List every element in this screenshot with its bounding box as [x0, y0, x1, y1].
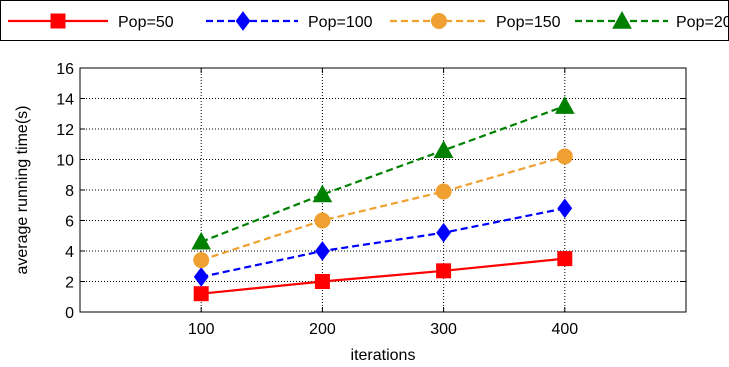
y-tick-label: 6: [65, 214, 74, 231]
y-tick-label: 2: [65, 275, 74, 292]
legend-marker: [235, 11, 251, 31]
y-tick-label: 12: [56, 122, 74, 139]
x-tick-label: 200: [309, 321, 336, 338]
legend-entry: Pop=50: [8, 13, 174, 31]
series-pop-50: [193, 251, 573, 302]
x-axis-label: iterations: [351, 347, 416, 364]
series-pop-150: [193, 148, 573, 269]
y-tick-label: 16: [56, 61, 74, 78]
y-axis-label: average running time(s): [14, 106, 31, 275]
y-tick-label: 14: [56, 92, 74, 109]
legend-box: [0, 0, 729, 41]
axis-ticks: 0 2 4 6 8 10 12 14 16 100 200 300 400: [56, 61, 686, 338]
y-tick-label: 10: [56, 153, 74, 170]
legend-entry: Pop=150: [390, 13, 561, 31]
data-point-marker: [312, 184, 333, 203]
data-point-marker: [557, 198, 573, 219]
data-point-marker: [314, 212, 331, 229]
data-point-marker: [556, 148, 573, 165]
series-group: [191, 96, 575, 302]
series-line: [200, 155, 566, 262]
y-tick-label: 0: [65, 305, 74, 322]
x-tick-label: 300: [430, 321, 457, 338]
series-line: [200, 105, 566, 243]
legend-label: Pop=100: [308, 14, 373, 31]
legend-marker: [50, 13, 66, 29]
data-point-marker: [193, 252, 210, 269]
legend-label: Pop=150: [496, 14, 561, 31]
series-line: [200, 207, 566, 279]
legend-entry: Pop=100: [206, 11, 373, 31]
data-point-marker: [436, 263, 452, 279]
data-point-marker: [314, 274, 330, 289]
x-tick-label: 100: [188, 321, 215, 338]
series-pop-200: [191, 96, 575, 250]
data-point-marker: [315, 241, 330, 261]
legend-marker: [431, 13, 447, 29]
grid: [80, 68, 686, 312]
series-pop-100: [193, 198, 573, 287]
legend-label: Pop=50: [118, 14, 174, 31]
data-point-marker: [557, 251, 573, 267]
data-point-marker: [191, 231, 212, 250]
legend-marker: [612, 10, 632, 29]
series-line: [201, 257, 565, 295]
data-point-marker: [436, 222, 451, 243]
data-point-marker: [193, 267, 209, 287]
data-point-marker: [193, 286, 209, 302]
data-point-marker: [554, 96, 575, 114]
y-tick-label: 4: [65, 244, 74, 261]
legend-label: Pop=200: [676, 14, 729, 31]
x-tick-label: 400: [551, 321, 578, 338]
y-tick-label: 8: [65, 183, 74, 200]
legend-entry: Pop=200: [575, 10, 729, 31]
data-point-marker: [433, 140, 454, 159]
legend: Pop=50 Pop=100 Pop=150 Pop=200: [0, 0, 729, 41]
data-point-marker: [435, 183, 452, 200]
